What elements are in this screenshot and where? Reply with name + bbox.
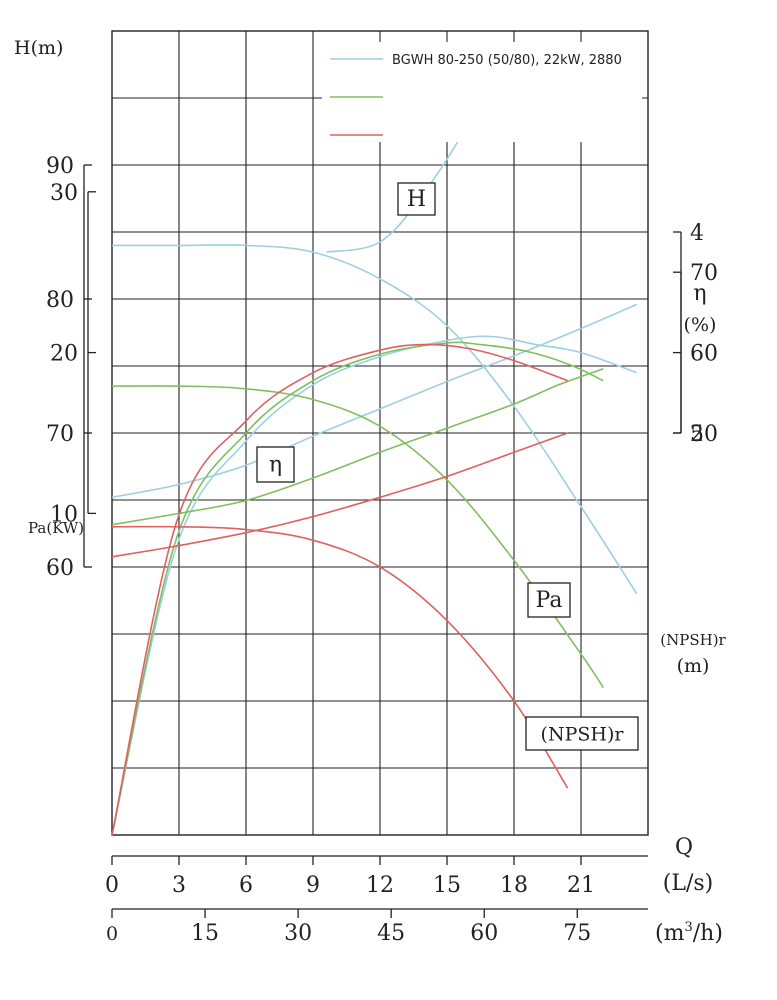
curve-efficiency-series-2 [111,341,604,836]
curve-power-series-2 [111,367,604,526]
flow-ls-tick-label: 9 [306,873,320,898]
axis-layer [83,164,682,918]
curve-head-series-3 [111,525,569,789]
npsh-curve-tag-text: (NPSH)r [541,724,625,746]
flow-m3h-tick-label: 30 [284,921,312,946]
power-curve-tag: Pa [527,582,571,618]
flow-ls-tick-label: 15 [433,873,461,898]
flow-m3h-tick-label: 0 [106,923,118,945]
head-axis-label: H(m) [14,37,63,59]
label-layer: 90807060H(m)302010Pa(KW)706050η(%)42(NPS… [14,37,727,946]
flow-ls-tick-label: 12 [366,873,394,898]
flow-axis-symbol: Q [675,835,693,860]
flow-ls-tick-label: 6 [239,873,253,898]
flow-ls-axis-unit: (L/s) [663,871,713,896]
head-tick-label: 60 [46,556,74,581]
efficiency-tick-label: 50 [690,422,718,447]
head-curve-tag: H [397,182,436,216]
head-curve-tag-box [397,182,436,216]
efficiency-tick-label: 70 [690,261,718,286]
efficiency-tick-label: 60 [690,342,718,367]
npsh-curve-tag-box [525,716,639,751]
npsh-curve-tag: (NPSH)r [525,716,639,751]
flow-m3h-tick-label: 60 [470,921,498,946]
power-tick-label: 20 [50,342,78,367]
power-tick-label: 10 [50,502,78,527]
flow-m3h-tick-label: 15 [191,921,219,946]
efficiency-axis-unit: (%) [684,314,717,336]
curve-power-series-1 [111,303,638,499]
efficiency-curve-tag-box [256,446,295,483]
flow-ls-tick-label: 0 [105,873,119,898]
flow-m3h-axis-unit: (m3/h) [655,920,723,946]
head-tick-label: 80 [46,288,74,313]
flow-m3h-tick-label: 75 [563,921,591,946]
efficiency-curve-tag-text: η [269,453,282,478]
curve-head-series-2 [111,385,604,689]
flow-ls-tick-label: 21 [567,873,595,898]
curve-head-series-1 [112,244,638,595]
flow-ls-tick-label: 18 [500,873,528,898]
flow-m3h-tick-label: 45 [377,921,405,946]
npsh-tick-label: 4 [690,221,704,246]
npsh-axis-unit: (m) [677,655,710,677]
legend-label-1: BGWH 80-250 (50/80), 22kW, 2880 [392,53,622,68]
power-curve-tag-box [527,582,571,618]
npsh-axis-label: (NPSH)r [660,631,726,649]
plot-grid [111,30,649,836]
efficiency-curve-tag: η [256,446,295,483]
flow-ls-tick-label: 3 [172,873,186,898]
efficiency-axis-symbol: η [693,281,706,306]
power-axis-label: Pa(KW) [28,519,84,537]
curve-power-series-3 [111,432,568,558]
power-curve-tag-text: Pa [536,588,563,613]
npsh-tick-label: 2 [690,422,704,447]
head-curve-tag-text: H [407,187,426,212]
head-tick-label: 70 [46,422,74,447]
head-tick-label: 90 [46,154,74,179]
curve-efficiency-series-3 [111,343,568,836]
power-tick-label: 30 [50,181,78,206]
